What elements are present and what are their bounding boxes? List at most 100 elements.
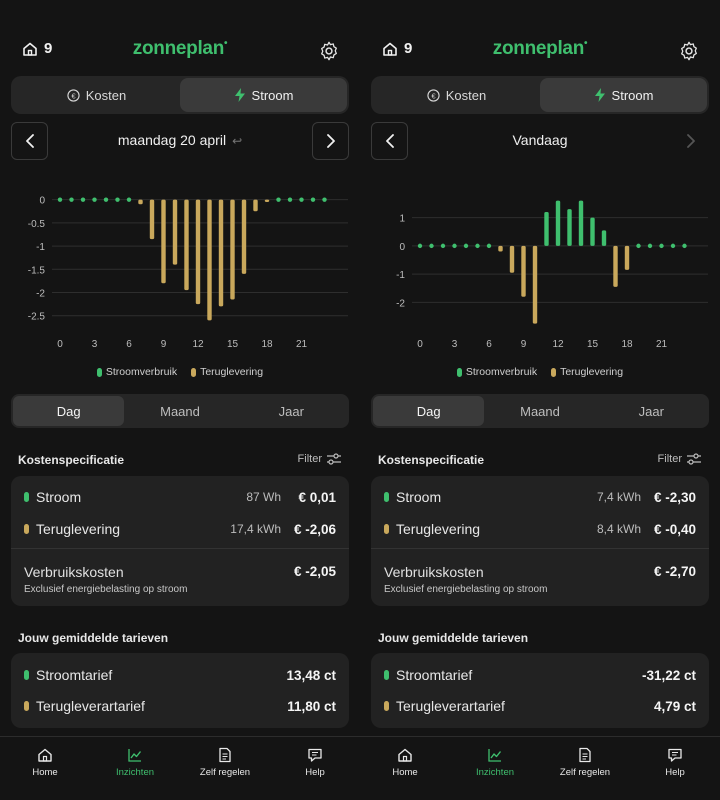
tarief-label: Stroomtarief [36, 667, 113, 683]
period-dag[interactable]: Dag [13, 396, 125, 426]
period-jaar[interactable]: Jaar [638, 403, 664, 419]
cost-row-teruglevering[interactable]: Teruglevering 17,4 kWh € -2,06 [11, 514, 349, 544]
cost-row-teruglevering[interactable]: Teruglevering 8,4 kWh € -0,40 [371, 514, 709, 544]
period-jaar[interactable]: Jaar [278, 403, 304, 419]
lightning-icon [234, 88, 245, 102]
tab-inzichten[interactable]: Inzichten [450, 737, 540, 800]
date-title: maandag 20 april ↩ [117, 132, 243, 148]
tab-inzichten[interactable]: Inzichten [90, 737, 180, 800]
previous-day-button[interactable] [11, 122, 48, 160]
point-zero [322, 197, 327, 202]
lightning-icon [594, 88, 605, 102]
home-selector[interactable]: 9 [382, 40, 412, 57]
previous-day-button[interactable] [371, 122, 408, 160]
next-day-button[interactable] [312, 122, 349, 160]
tab-help[interactable]: Help [270, 737, 360, 800]
tab-kosten[interactable]: € Kosten [373, 78, 540, 112]
legend-item-teruglevering: Teruglevering [551, 366, 623, 378]
brand-logo: zonneplan• [132, 38, 228, 59]
kostenspecificatie-heading: Kostenspecificatie [378, 453, 485, 467]
point-zero [417, 243, 423, 249]
bar-teruglevering [532, 245, 538, 324]
chart-icon [128, 749, 142, 762]
cost-row-quantity: 17,4 kWh [230, 522, 281, 536]
x-tick-label: 3 [452, 339, 458, 350]
period-selector: Dag Maand Jaar [371, 394, 709, 428]
euro-icon: € [427, 88, 440, 102]
bar-teruglevering [207, 199, 212, 321]
chevron-left-icon [25, 134, 34, 148]
tab-stroom[interactable]: Stroom [540, 78, 707, 112]
point-zero [80, 197, 86, 202]
period-maand[interactable]: Maand [160, 403, 200, 419]
point-zero [659, 243, 664, 249]
date-title: Vandaag↩ [512, 132, 568, 148]
filter-button[interactable]: Filter [298, 453, 342, 465]
x-tick-label: 21 [656, 339, 668, 350]
chart-icon [488, 749, 502, 762]
tab-zelf-regelen[interactable]: Zelf regelen [540, 737, 630, 800]
point-zero [670, 243, 676, 249]
svg-text:€: € [71, 91, 76, 100]
bar-teruglevering [172, 199, 178, 265]
divider [371, 548, 709, 549]
tarief-row-stroom: Stroomtarief 13,48 ct [11, 660, 349, 690]
cost-row-label: Stroom [36, 489, 82, 505]
svg-text:€: € [431, 91, 436, 100]
cost-row-stroom[interactable]: Stroom 87 Wh € 0,01 [11, 482, 349, 512]
period-dag[interactable]: Dag [373, 396, 485, 426]
bar-stroomverbruik [578, 200, 584, 246]
tab-home[interactable]: Home [0, 737, 90, 800]
gear-icon[interactable] [318, 40, 340, 62]
bar-teruglevering [498, 245, 503, 252]
point-zero [57, 197, 63, 202]
bar-teruglevering [230, 199, 235, 300]
cost-row-quantity: 87 Wh [246, 490, 281, 504]
chart-legend: Stroomverbruik Teruglevering [0, 366, 360, 378]
point-zero [440, 243, 446, 249]
y-tick-label: -1.5 [28, 265, 46, 276]
point-zero [115, 197, 120, 202]
point-zero [486, 243, 492, 249]
next-day-button[interactable] [672, 122, 709, 160]
bar-stroomverbruik [544, 211, 549, 246]
chat-icon [668, 748, 682, 762]
x-tick-label: 15 [587, 339, 599, 350]
home-selector[interactable]: 9 [22, 40, 52, 57]
reset-date-icon[interactable]: ↩ [232, 134, 243, 148]
tarief-amount: -31,22 ct [641, 667, 696, 683]
tab-zelf-regelen[interactable]: Zelf regelen [180, 737, 270, 800]
bar-stroomverbruik [555, 200, 561, 246]
chart-legend: Stroomverbruik Teruglevering [360, 366, 720, 378]
gear-icon[interactable] [678, 40, 700, 62]
point-zero [452, 243, 457, 249]
tab-home[interactable]: Home [360, 737, 450, 800]
house-icon [383, 42, 397, 56]
y-tick-label: 1 [399, 214, 405, 225]
y-tick-label: -1 [396, 270, 405, 281]
panel-right: 9 zonneplan• € Kosten Stroom Vandaag↩ 1 0… [360, 0, 720, 800]
cost-row-label: Stroom [396, 489, 442, 505]
filter-button[interactable]: Filter [658, 453, 702, 465]
tab-help[interactable]: Help [630, 737, 720, 800]
energy-chart-svg: 0 -0.5 -1 -1.5 -2 -2.5 0 3 6 9 12 15 18 21 [28, 196, 348, 350]
tab-kosten-label: Kosten [445, 87, 487, 103]
tab-stroom[interactable]: Stroom [180, 78, 347, 112]
period-maand[interactable]: Maand [520, 403, 560, 419]
total-cost-amount: € -2,70 [653, 564, 696, 579]
point-zero [682, 243, 687, 249]
date-navigator: maandag 20 april ↩ [11, 122, 349, 160]
tab-kosten[interactable]: € Kosten [13, 78, 180, 112]
panel-left: 9 zonneplan• € Kosten Stroom maandag 20 … [0, 38, 360, 800]
cost-row-stroom[interactable]: Stroom 7,4 kWh € -2,30 [371, 482, 709, 512]
chevron-left-icon [385, 134, 394, 148]
tarief-label: Terugleverartarief [396, 698, 505, 714]
filter-icon [327, 453, 341, 465]
home-count: 9 [44, 40, 53, 57]
cost-specification-card: Stroom 7,4 kWh € -2,30 Teruglevering 8,4… [371, 476, 709, 606]
top-bar: 9 zonneplan• [360, 30, 720, 70]
total-cost-amount: € -2,05 [293, 564, 336, 579]
x-tick-label: 0 [417, 339, 423, 350]
kostenspecificatie-heading: Kostenspecificatie [18, 453, 125, 467]
total-cost-note: Exclusief energiebelasting op stroom [24, 584, 188, 595]
